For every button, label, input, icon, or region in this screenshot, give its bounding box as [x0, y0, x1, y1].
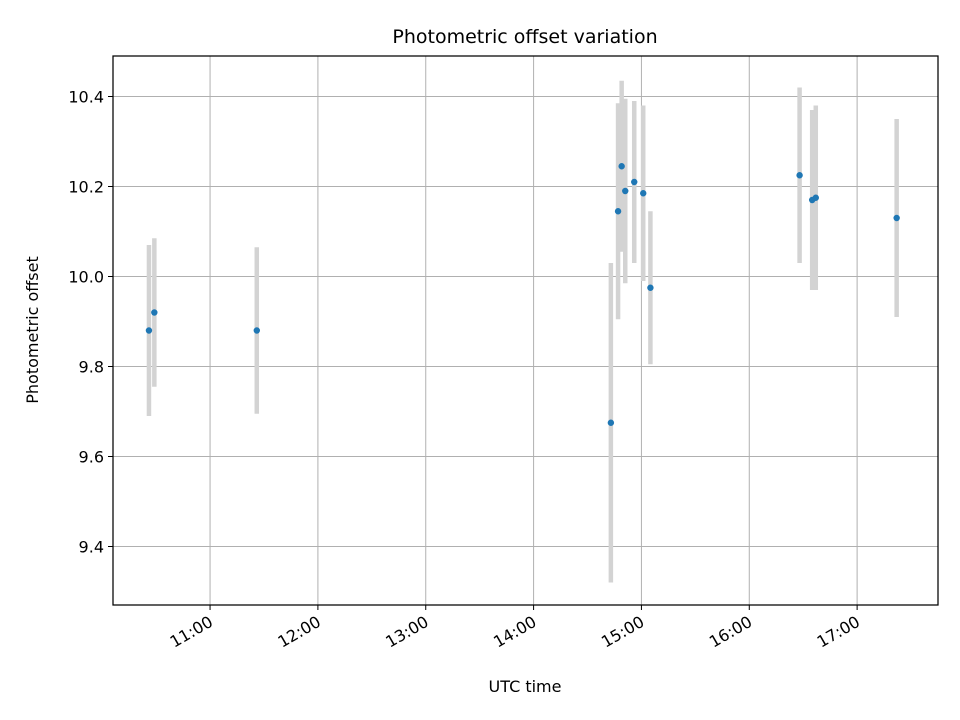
data-point	[796, 172, 803, 179]
chart-title: Photometric offset variation	[392, 26, 657, 48]
data-point	[622, 187, 629, 195]
y-tick-label: 10.4	[68, 88, 104, 107]
y-tick-label: 10.2	[68, 178, 104, 197]
x-axis-label: UTC time	[489, 677, 562, 696]
data-point	[151, 309, 158, 316]
data-points	[145, 163, 900, 426]
y-tick-label: 9.6	[79, 448, 104, 467]
data-point	[618, 163, 625, 170]
y-axis-label: Photometric offset	[23, 256, 42, 404]
y-tick-label: 9.4	[79, 538, 104, 557]
data-point	[614, 208, 622, 215]
grid	[113, 56, 938, 605]
data-point	[253, 327, 260, 334]
data-point	[145, 327, 153, 334]
data-point	[607, 419, 615, 426]
plot-frame	[112, 55, 939, 606]
data-point	[640, 190, 647, 197]
y-tick-label: 9.8	[79, 358, 104, 377]
data-point	[893, 214, 900, 222]
y-axis-ticks: 9.4 9.6 9.8 10.0 10.2 10.4	[68, 88, 113, 557]
data-point	[812, 194, 819, 201]
y-tick-label: 10.0	[68, 268, 104, 287]
data-point	[647, 284, 654, 291]
data-point	[631, 178, 638, 186]
